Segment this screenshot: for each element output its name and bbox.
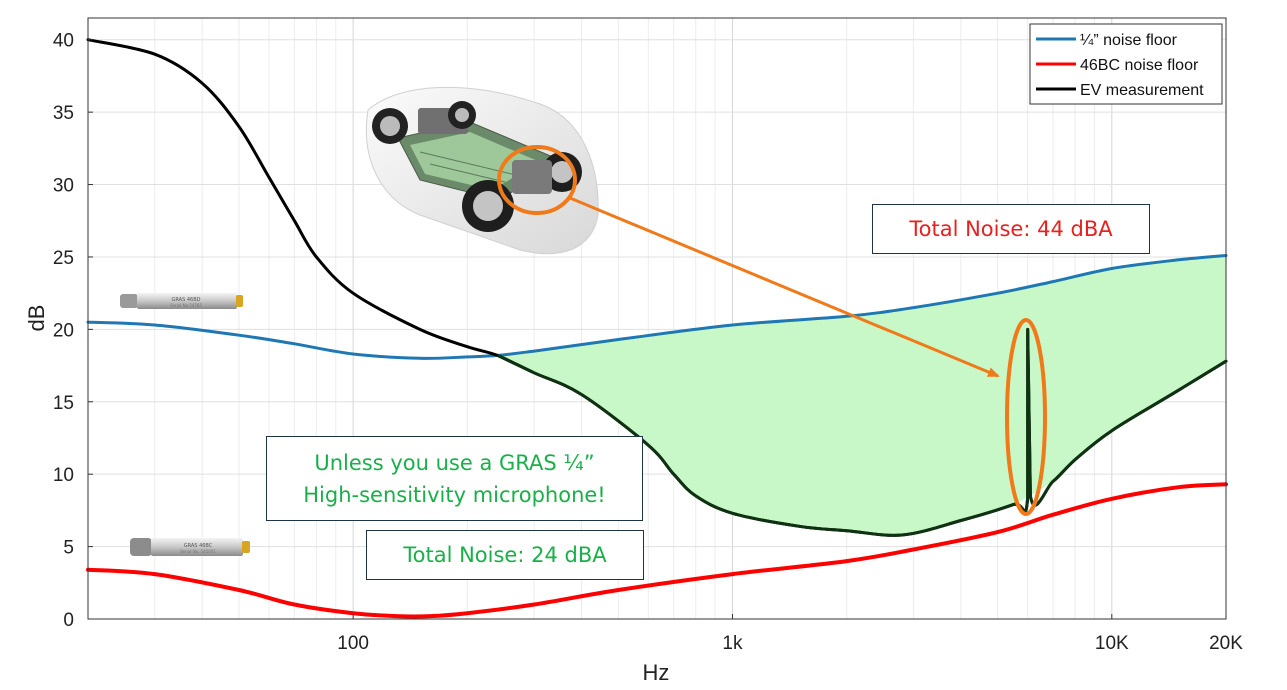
total-noise-24-callout: Total Noise: 24 dBA (366, 530, 644, 580)
y-tick-label: 5 (63, 538, 74, 559)
legend-entry-ev: EV measurement (1080, 82, 1204, 99)
y-tick-label: 30 (53, 176, 74, 197)
y-tick-label: 10 (53, 465, 74, 486)
mic-46bc-label: GRAS 46BC (184, 543, 213, 549)
total-noise-44-callout: Total Noise: 44 dBA (872, 204, 1150, 254)
gras-callout-line2: High-sensitivity microphone! (303, 483, 606, 507)
mic-46bd-serial: Serial No 54765 (170, 303, 202, 308)
x-tick-label: 100 (337, 633, 369, 654)
gras-callout: Unless you use a GRAS ¼” High-sensitivit… (266, 436, 643, 521)
legend-entry-46bc: 46BC noise floor (1080, 57, 1199, 74)
y-axis-label: dB (24, 305, 49, 332)
total-noise-24-text: Total Noise: 24 dBA (403, 543, 607, 567)
y-tick-label: 20 (53, 320, 74, 341)
mic-46bc-serial: Serial No. 545001 (180, 549, 216, 554)
motor-highlight-ellipse (497, 145, 577, 215)
series-line-0 (86, 254, 1228, 360)
x-axis-label: Hz (643, 660, 670, 685)
mic-46bd-label: GRAS 46BD (172, 297, 201, 303)
legend-entry-quarter: ¼” noise floor (1080, 32, 1178, 49)
x-tick-label: 10K (1095, 633, 1129, 654)
plot-frame (87, 17, 1227, 620)
y-tick-label: 35 (53, 103, 74, 124)
total-noise-44-text: Total Noise: 44 dBA (909, 217, 1113, 241)
y-tick-label: 25 (53, 248, 74, 269)
mic-46bc-image: GRAS 46BC Serial No. 545001 (130, 538, 250, 556)
mic-46bd-image: GRAS 46BD Serial No 54765 (120, 293, 243, 309)
y-tick-label: 0 (63, 610, 74, 631)
legend: ¼” noise floor 46BC noise floor EV measu… (1029, 23, 1223, 105)
peak-highlight-ellipse (1005, 318, 1047, 516)
axis-ticks: 0 5 10 15 20 25 30 35 40 100 1k 10K 20K (53, 31, 1243, 654)
y-tick-label: 15 (53, 393, 74, 414)
x-tick-label: 20K (1209, 633, 1243, 654)
y-tick-label: 40 (53, 31, 74, 52)
gras-callout-line1: Unless you use a GRAS ¼” (314, 451, 595, 475)
series-line-1 (86, 482, 1228, 619)
x-tick-label: 1k (722, 633, 743, 654)
highlight-arrow (569, 196, 1000, 378)
